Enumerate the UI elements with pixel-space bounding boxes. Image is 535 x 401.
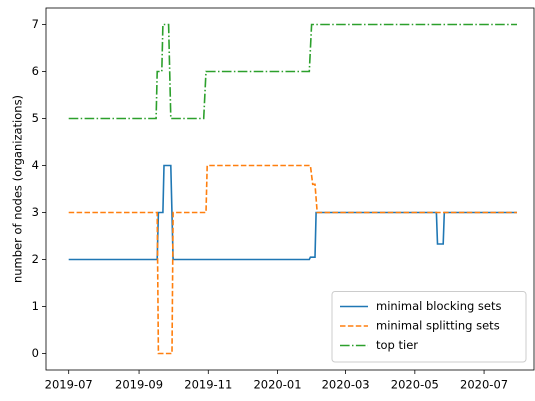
legend-label: minimal blocking sets bbox=[376, 299, 502, 313]
y-tick-label: 1 bbox=[32, 299, 39, 313]
y-tick-label: 0 bbox=[32, 346, 39, 360]
x-tick-label: 2020-05 bbox=[391, 378, 439, 392]
x-tick-label: 2020-03 bbox=[322, 378, 370, 392]
x-tick-label: 2019-09 bbox=[115, 378, 163, 392]
x-tick-label: 2020-01 bbox=[253, 378, 301, 392]
y-tick-label: 2 bbox=[32, 252, 39, 266]
y-tick-label: 7 bbox=[32, 17, 39, 31]
series-line bbox=[68, 23, 517, 120]
legend-label: top tier bbox=[376, 338, 418, 352]
y-tick-label: 3 bbox=[32, 205, 39, 219]
x-tick-label: 2019-07 bbox=[45, 378, 93, 392]
y-tick-label: 4 bbox=[32, 158, 39, 172]
x-tick-label: 2020-07 bbox=[460, 378, 508, 392]
y-tick-label: 5 bbox=[32, 111, 39, 125]
series-line bbox=[68, 164, 517, 355]
y-tick-label: 6 bbox=[32, 64, 39, 78]
plot-frame bbox=[45, 7, 535, 371]
series-line bbox=[68, 164, 517, 261]
y-axis-label: number of nodes (organizations) bbox=[11, 95, 25, 283]
legend-box bbox=[331, 291, 527, 363]
legend-label: minimal splitting sets bbox=[376, 319, 500, 333]
x-tick-label: 2019-11 bbox=[184, 378, 232, 392]
